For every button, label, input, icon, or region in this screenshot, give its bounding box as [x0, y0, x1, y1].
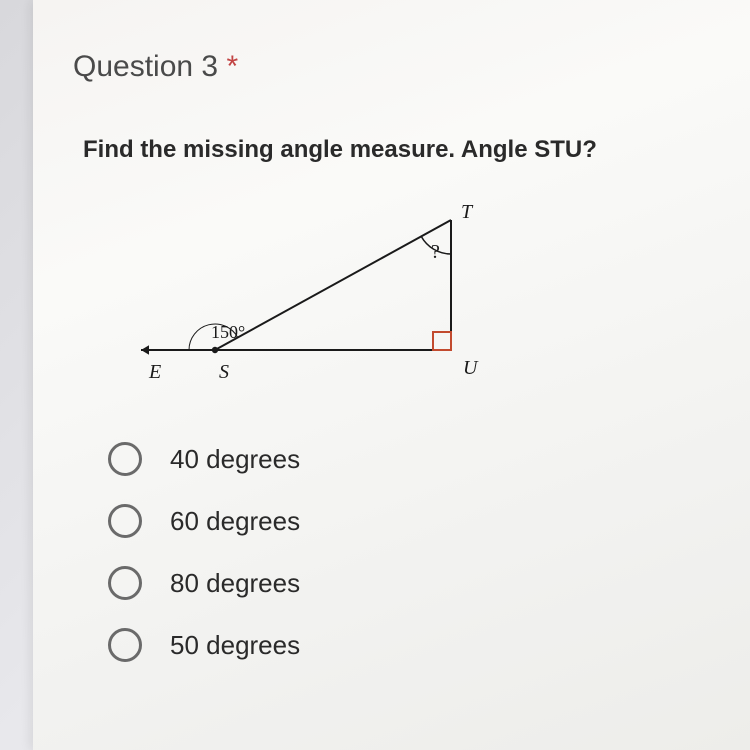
- diagram-svg: ? 150° T U S E: [133, 202, 493, 402]
- option-label: 60 degrees: [170, 506, 300, 537]
- svg-text:U: U: [463, 357, 479, 379]
- svg-text:?: ?: [431, 241, 440, 263]
- svg-text:T: T: [461, 202, 474, 223]
- option-label: 80 degrees: [170, 568, 300, 599]
- question-number: Question 3 *: [73, 50, 710, 84]
- option-row[interactable]: 80 degrees: [108, 566, 710, 600]
- radio-button[interactable]: [108, 442, 142, 476]
- required-asterisk: *: [226, 50, 238, 83]
- svg-text:150°: 150°: [211, 322, 245, 342]
- svg-text:S: S: [219, 361, 229, 383]
- question-prompt: Find the missing angle measure. Angle ST…: [83, 136, 710, 164]
- svg-text:E: E: [148, 361, 161, 383]
- option-row[interactable]: 60 degrees: [108, 504, 710, 538]
- option-label: 50 degrees: [170, 630, 300, 661]
- triangle-diagram: ? 150° T U S E: [133, 202, 710, 407]
- option-row[interactable]: 50 degrees: [108, 628, 710, 662]
- radio-button[interactable]: [108, 504, 142, 538]
- option-row[interactable]: 40 degrees: [108, 442, 710, 476]
- option-label: 40 degrees: [170, 444, 300, 475]
- radio-button[interactable]: [108, 628, 142, 662]
- answer-options: 40 degrees 60 degrees 80 degrees 50 degr…: [108, 442, 710, 662]
- radio-button[interactable]: [108, 566, 142, 600]
- question-card: Question 3 * Find the missing angle meas…: [33, 0, 750, 750]
- question-number-text: Question 3: [73, 50, 218, 83]
